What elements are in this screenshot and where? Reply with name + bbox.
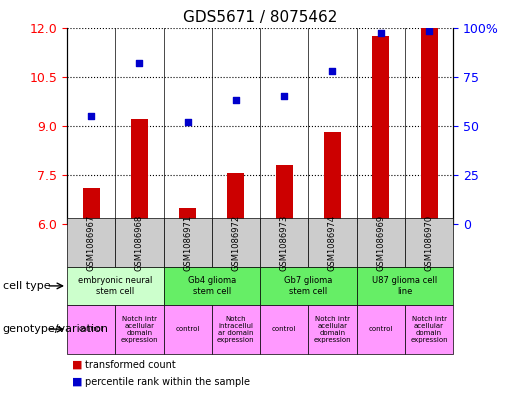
Text: U87 glioma cell
line: U87 glioma cell line [372, 276, 438, 296]
Text: control: control [272, 326, 297, 332]
Point [425, 28, 433, 35]
Text: Notch intr
acellular
domain
expression: Notch intr acellular domain expression [410, 316, 448, 343]
Text: GSM1086973: GSM1086973 [280, 215, 289, 271]
Text: control: control [79, 326, 104, 332]
Text: transformed count: transformed count [85, 360, 176, 370]
Text: GSM1086967: GSM1086967 [87, 215, 96, 271]
Bar [372, 36, 389, 224]
Title: GDS5671 / 8075462: GDS5671 / 8075462 [183, 10, 337, 25]
Text: ■: ■ [72, 360, 82, 370]
Text: embryonic neural
stem cell: embryonic neural stem cell [78, 276, 152, 296]
Text: Notch
intracellul
ar domain
expression: Notch intracellul ar domain expression [217, 316, 255, 343]
Bar [228, 173, 245, 224]
Bar [421, 28, 438, 224]
Point [232, 97, 240, 103]
Text: genotype/variation: genotype/variation [3, 324, 109, 334]
Text: GSM1086970: GSM1086970 [424, 215, 434, 271]
Bar [276, 165, 293, 224]
Text: control: control [176, 326, 200, 332]
Text: Notch intr
acellular
domain
expression: Notch intr acellular domain expression [121, 316, 158, 343]
Point [376, 30, 385, 37]
Point [87, 113, 95, 119]
Bar [82, 188, 99, 224]
Text: GSM1086968: GSM1086968 [135, 215, 144, 271]
Bar [324, 132, 341, 224]
Text: GSM1086969: GSM1086969 [376, 215, 385, 271]
Point [280, 93, 288, 99]
Text: cell type: cell type [3, 281, 50, 291]
Text: GSM1086971: GSM1086971 [183, 215, 192, 271]
Text: percentile rank within the sample: percentile rank within the sample [85, 377, 250, 387]
Text: Gb7 glioma
stem cell: Gb7 glioma stem cell [284, 276, 333, 296]
Text: Notch intr
acellular
domain
expression: Notch intr acellular domain expression [314, 316, 351, 343]
Point [329, 68, 337, 74]
Text: ■: ■ [72, 377, 82, 387]
Text: GSM1086972: GSM1086972 [231, 215, 241, 271]
Text: Gb4 glioma
stem cell: Gb4 glioma stem cell [187, 276, 236, 296]
Bar [179, 208, 196, 224]
Text: GSM1086974: GSM1086974 [328, 215, 337, 271]
Bar [131, 119, 148, 224]
Text: control: control [369, 326, 393, 332]
Point [135, 60, 144, 66]
Point [183, 119, 192, 125]
